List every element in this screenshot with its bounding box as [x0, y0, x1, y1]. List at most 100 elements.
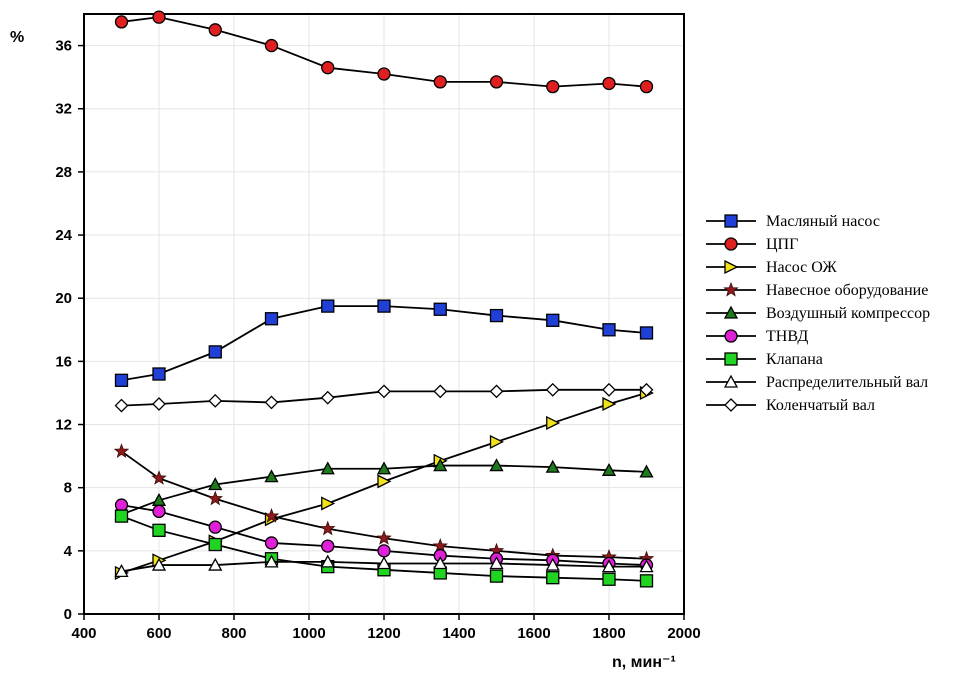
data-point: [152, 10, 166, 24]
data-point: [320, 461, 335, 475]
data-point: [639, 574, 654, 588]
x-axis-title: n, мин⁻¹: [612, 654, 676, 671]
data-point: [489, 569, 504, 583]
data-point: [639, 326, 654, 340]
data-point: [208, 520, 222, 534]
y-tick-label: 12: [55, 417, 72, 434]
data-point: [377, 474, 392, 489]
data-point: [639, 559, 654, 573]
data-point: [152, 504, 166, 519]
data-point: [489, 75, 504, 89]
data-point: [152, 397, 166, 411]
data-point: [602, 396, 617, 412]
data-point: [207, 490, 223, 506]
data-point: [151, 470, 167, 485]
data-point: [264, 395, 279, 410]
data-point: [489, 556, 504, 570]
data-point: [321, 496, 336, 511]
legend-marker: [724, 329, 738, 343]
legend-item: Клапана: [706, 351, 823, 368]
legend-label: Воздушный компрессор: [766, 305, 930, 322]
legend-marker: [723, 281, 739, 297]
data-point: [113, 443, 130, 458]
x-tick-label: 800: [221, 625, 246, 642]
x-tick-label: 1400: [442, 625, 475, 642]
data-point: [152, 523, 166, 537]
data-point: [264, 536, 279, 550]
data-point: [546, 571, 560, 585]
legend-item: Воздушный компрессор: [706, 305, 930, 322]
x-tick-label: 1800: [592, 625, 625, 642]
data-point: [320, 554, 335, 568]
data-point: [114, 564, 129, 578]
y-tick-label: 32: [55, 101, 72, 118]
data-point: [114, 509, 129, 523]
data-point: [208, 537, 222, 552]
y-tick-label: 24: [55, 227, 72, 244]
legend-label: ЦПГ: [766, 236, 798, 253]
data-point: [264, 469, 279, 483]
series-9: [114, 382, 654, 413]
data-point: [602, 323, 616, 337]
x-tick-label: 2000: [667, 625, 700, 642]
legend-label: Насос ОЖ: [766, 259, 837, 276]
data-point: [639, 79, 654, 94]
legend-marker: [724, 352, 738, 366]
data-point: [376, 530, 392, 545]
data-point: [602, 572, 616, 586]
x-tick-label: 600: [146, 625, 171, 642]
y-tick-label: 28: [55, 164, 72, 181]
data-point: [545, 459, 560, 473]
data-point: [377, 384, 391, 399]
data-point: [208, 23, 222, 37]
x-tick-label: 1000: [292, 625, 325, 642]
legend-item: Насос ОЖ: [706, 259, 837, 276]
data-point: [433, 302, 447, 316]
data-point: [377, 67, 391, 81]
data-point: [546, 415, 561, 430]
legend: Масляный насос ЦПГ Насос ОЖ Навесное оборуд…: [706, 213, 930, 414]
legend-item: Масляный насос: [706, 213, 880, 230]
legend-item: Распределительный вал: [706, 374, 928, 391]
data-point: [601, 462, 617, 476]
data-point: [489, 308, 504, 323]
data-point: [208, 477, 223, 491]
data-point: [151, 557, 167, 571]
data-point: [546, 313, 560, 327]
legend-item: Навесное оборудование: [706, 281, 928, 299]
series-1: [114, 299, 654, 387]
data-point: [489, 458, 504, 472]
data-point: [433, 384, 448, 399]
data-point: [321, 61, 335, 75]
data-point: [152, 367, 166, 381]
data-point: [376, 461, 392, 475]
x-tick-label: 1600: [517, 625, 550, 642]
data-point: [602, 382, 616, 397]
legend-marker: [724, 214, 738, 228]
data-point: [264, 554, 279, 568]
data-point: [489, 384, 504, 399]
data-point: [377, 544, 391, 558]
data-point: [433, 75, 447, 89]
y-tick-label: 4: [64, 543, 73, 560]
y-tick-label: 20: [55, 290, 72, 307]
data-point: [208, 393, 223, 408]
data-point: [320, 520, 336, 536]
data-point: [264, 312, 279, 326]
data-point: [376, 556, 392, 570]
legend-marker: [723, 305, 739, 319]
series-2: [114, 10, 654, 94]
legend-marker: [724, 259, 739, 275]
data-point: [602, 76, 616, 91]
x-tick-label: 1200: [367, 625, 400, 642]
x-tick-label: 400: [71, 625, 96, 642]
data-point: [489, 434, 504, 449]
data-point: [321, 539, 335, 553]
data-point: [114, 498, 129, 512]
legend-marker: [723, 374, 739, 388]
data-point: [321, 299, 335, 313]
legend-label: Распределительный вал: [766, 374, 928, 391]
data-point: [263, 507, 280, 523]
legend-label: Масляный насос: [766, 213, 880, 230]
